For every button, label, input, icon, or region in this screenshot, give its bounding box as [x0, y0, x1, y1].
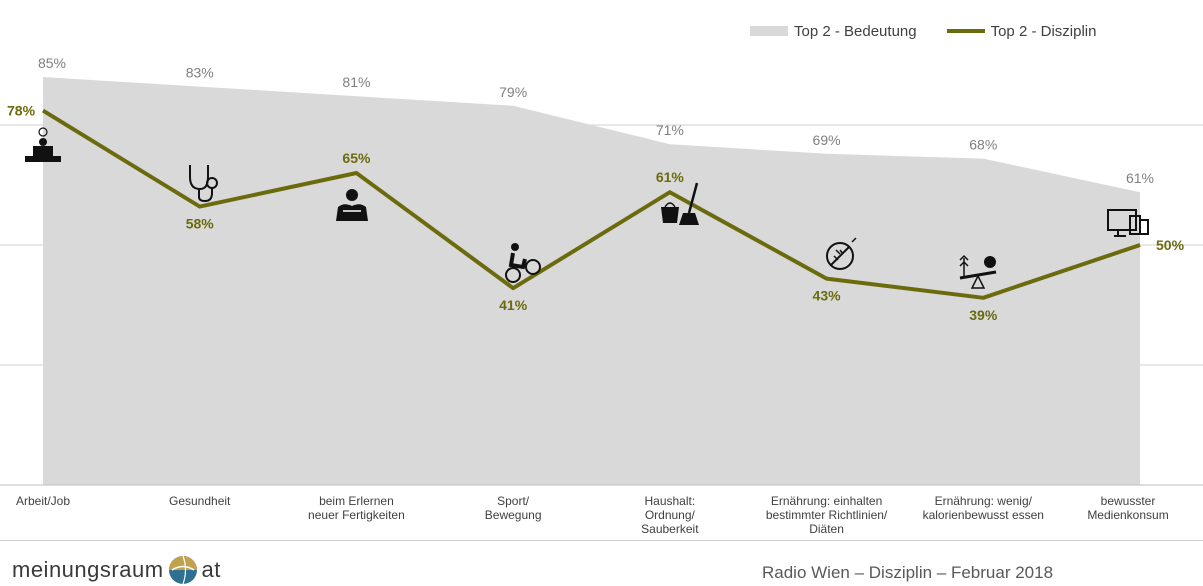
line-label-1: 58%: [186, 216, 215, 232]
x-category-label-0: Arbeit/Job: [15, 494, 71, 508]
no-diet-icon: [826, 237, 857, 270]
reading-icon: [336, 189, 368, 221]
x-category-label-4: Haushalt: Ordnung/ Sauberkeit: [641, 494, 699, 536]
logo: meinungsraum at: [12, 555, 221, 585]
area-label-2: 81%: [342, 74, 370, 90]
logo-text-left: meinungsraum: [12, 557, 164, 582]
x-category-label-1: Gesundheit: [169, 494, 231, 508]
x-category-label-5: Ernährung: einhalten bestimmter Richtlin…: [765, 494, 888, 536]
area-label-3: 79%: [499, 84, 527, 100]
series-line-disziplin: [41, 108, 1141, 300]
legend: Top 2 - Bedeutung Top 2 - Disziplin: [750, 21, 1096, 41]
x-category-label-2: beim Erlernen neuer Fertigkeiten: [308, 494, 405, 522]
footer-divider: [0, 540, 1203, 541]
x-category-label-3: Sport/ Bewegung: [484, 494, 542, 522]
area-label-7: 61%: [1126, 170, 1154, 186]
area-label-4: 71%: [656, 122, 684, 138]
line-label-4: 61%: [656, 169, 685, 185]
legend-swatch-disziplin: [946, 29, 985, 33]
line-label-7: 50%: [1156, 237, 1185, 253]
area-label-1: 83%: [186, 65, 214, 81]
series-area-bedeutung: [43, 77, 1140, 485]
cleaning-icon: [661, 182, 699, 225]
line-label-3: 41%: [499, 297, 528, 313]
logo-text-right: at: [201, 557, 221, 582]
balance-icon: [959, 254, 997, 289]
line-data-labels: 78% 58% 65% 41% 61% 43% 39% 50%: [7, 103, 1185, 323]
desk-clock-icon: [25, 127, 61, 162]
legend-label-bedeutung: Top 2 - Bedeutung: [794, 22, 917, 40]
devices-icon: [1107, 209, 1149, 237]
x-category-label-6: Ernährung: wenig/ kalorienbewusst essen: [922, 494, 1044, 522]
line-label-5: 43%: [813, 288, 842, 304]
area-data-labels: 85% 83% 81% 79% 71% 69% 68% 61%: [38, 55, 1154, 186]
cyclist-icon: [505, 243, 541, 283]
globe-icon: [168, 555, 197, 585]
legend-label-disziplin: Top 2 - Disziplin: [990, 22, 1097, 40]
legend-swatch-bedeutung: [750, 26, 788, 36]
line-label-0: 78%: [7, 103, 36, 119]
category-icons: [25, 127, 1149, 289]
line-label-2: 65%: [342, 150, 371, 166]
line-label-6: 39%: [969, 307, 998, 323]
stethoscope-icon: [189, 165, 218, 203]
area-label-5: 69%: [813, 132, 841, 148]
x-category-label-7: bewusster Medienkonsum: [1087, 494, 1169, 522]
footer-caption: Radio Wien – Disziplin – Februar 2018: [762, 563, 1054, 582]
area-label-6: 68%: [969, 137, 997, 153]
area-label-0: 85%: [38, 55, 66, 71]
chart-plot: 85% 83% 81% 79% 71% 69% 68% 61% 78% 58% 65% 41% 61%…: [0, 55, 1203, 486]
